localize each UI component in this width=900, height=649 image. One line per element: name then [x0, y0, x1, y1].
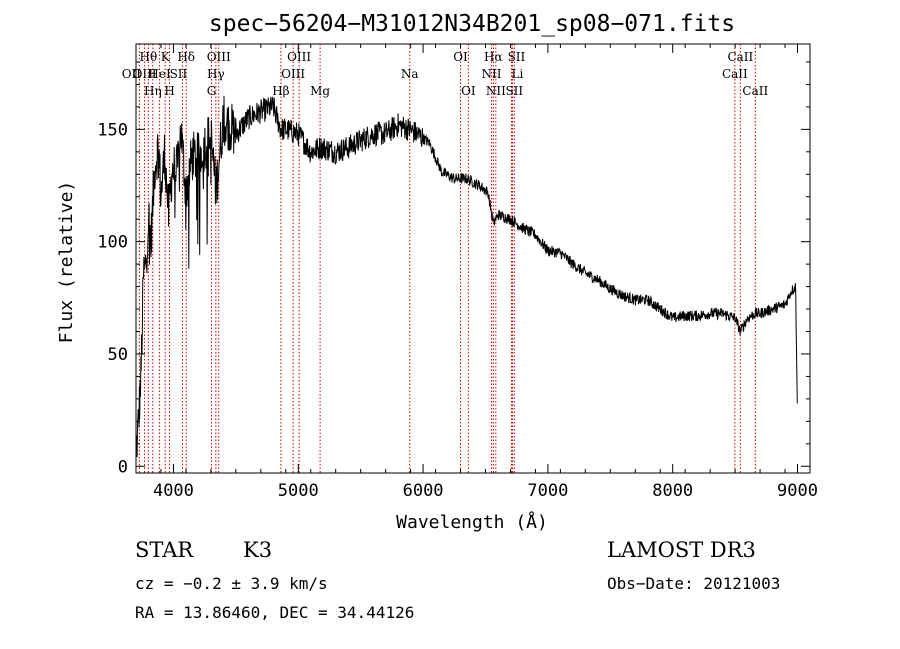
x-tick-label: 4000	[153, 481, 194, 501]
line-marker-label: NII	[481, 67, 501, 81]
line-marker-label: CaII	[722, 67, 748, 81]
y-axis-label: Flux (relative)	[56, 181, 77, 344]
x-tick-label: 6000	[403, 481, 444, 501]
line-marker-label: Hδ	[177, 50, 195, 64]
line-marker-label: CaII	[742, 84, 768, 98]
redshift-velocity: cz = −0.2 ± 3.9 km/s	[135, 574, 328, 593]
line-marker-label: OIII	[133, 67, 157, 81]
line-marker-label: SII	[170, 67, 188, 81]
spectrum-series-line	[135, 95, 798, 458]
line-marker-label: Hθ	[140, 50, 158, 64]
x-axis: 4000 5000 6000 7000 8000 9000	[135, 44, 818, 501]
chart-title: spec−56204−M31012N34B201_sp08−071.fits	[209, 11, 735, 37]
spectral-subclass: K3	[243, 538, 273, 562]
line-marker-label: G	[207, 84, 217, 98]
y-tick-label: 150	[97, 120, 128, 140]
line-marker-label: OIII	[207, 50, 231, 64]
object-class: STAR	[135, 538, 194, 562]
y-tick-label: 50	[108, 345, 128, 365]
survey-name: LAMOST DR3	[607, 538, 756, 562]
line-marker-label: K	[161, 50, 171, 64]
line-marker-label: Li	[512, 67, 524, 81]
line-marker-label: OI	[453, 50, 468, 64]
x-tick-label: 5000	[278, 481, 319, 501]
y-tick-label: 0	[118, 457, 128, 477]
plot-frame	[135, 43, 811, 474]
line-marker-label: H	[164, 84, 174, 98]
line-marker-label: Mg	[310, 84, 330, 98]
line-marker-label: OIII	[287, 50, 311, 64]
line-marker-label: SII	[508, 50, 526, 64]
x-tick-label: 8000	[652, 481, 693, 501]
y-tick-label: 100	[97, 233, 128, 253]
line-marker-label: Na	[401, 67, 419, 81]
x-axis-label: Wavelength (Å)	[396, 511, 548, 533]
line-marker-label: OI	[461, 84, 476, 98]
observation-date: Obs−Date: 20121003	[607, 574, 781, 593]
line-marker-label: OIII	[281, 67, 305, 81]
line-marker-label: HeI	[148, 67, 171, 81]
x-tick-label: 9000	[777, 481, 818, 501]
line-marker-label: SII	[505, 84, 523, 98]
sky-coordinates: RA = 13.86460, DEC = 34.44126	[135, 603, 415, 622]
line-marker-label: Hβ	[272, 84, 289, 98]
line-marker-label: NII	[486, 84, 506, 98]
x-tick-label: 7000	[527, 481, 568, 501]
line-marker-label: Hη	[144, 84, 162, 98]
line-marker-label: Hα	[484, 50, 503, 64]
y-axis: 0 50 100 150	[97, 61, 810, 477]
line-marker-label: Hγ	[207, 67, 225, 81]
line-marker-group	[138, 44, 756, 473]
line-marker-label: CaII	[727, 50, 753, 64]
